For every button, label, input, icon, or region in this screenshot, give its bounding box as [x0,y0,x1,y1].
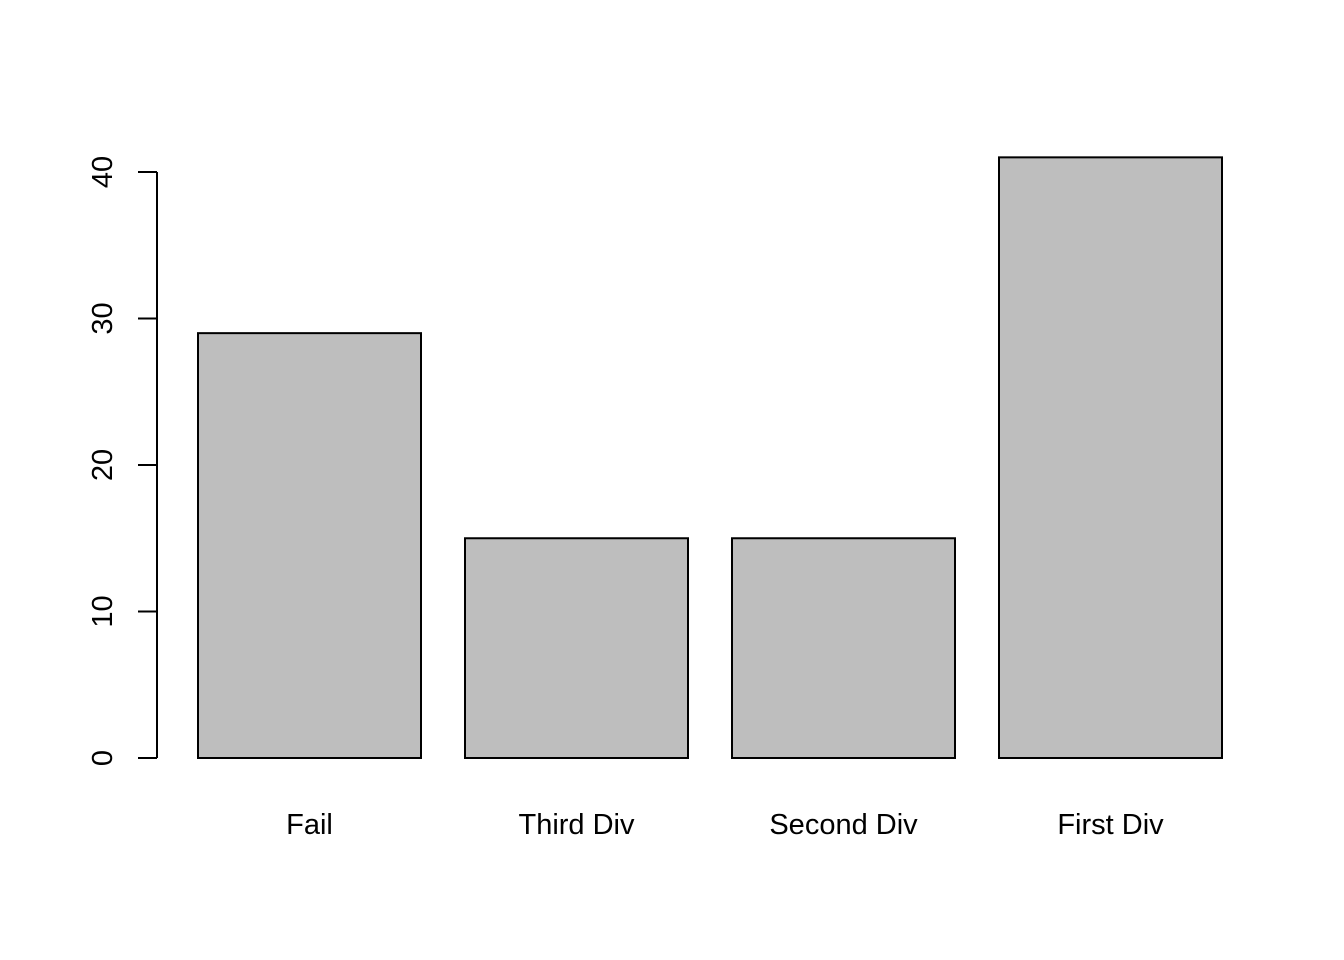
bar-fail [197,332,422,759]
x-category-label: First Div [1057,809,1164,841]
x-category-label: Fail [286,809,333,841]
y-tick-label: 30 [87,302,119,334]
y-tick-label: 40 [87,156,119,188]
x-axis-labels: Fail Third Div Second Div First Div [286,809,1164,841]
y-tick-label: 20 [87,449,119,481]
x-category-label: Second Div [769,809,918,841]
y-tick-label: 0 [87,750,119,766]
y-tick-label: 10 [87,595,119,627]
x-category-label: Third Div [518,809,635,841]
bars-layer [197,156,1223,760]
bar-third-div [464,537,689,759]
y-axis: 0 10 20 30 40 [87,156,158,766]
bar-first-div [998,156,1223,760]
bar-second-div [731,537,956,759]
